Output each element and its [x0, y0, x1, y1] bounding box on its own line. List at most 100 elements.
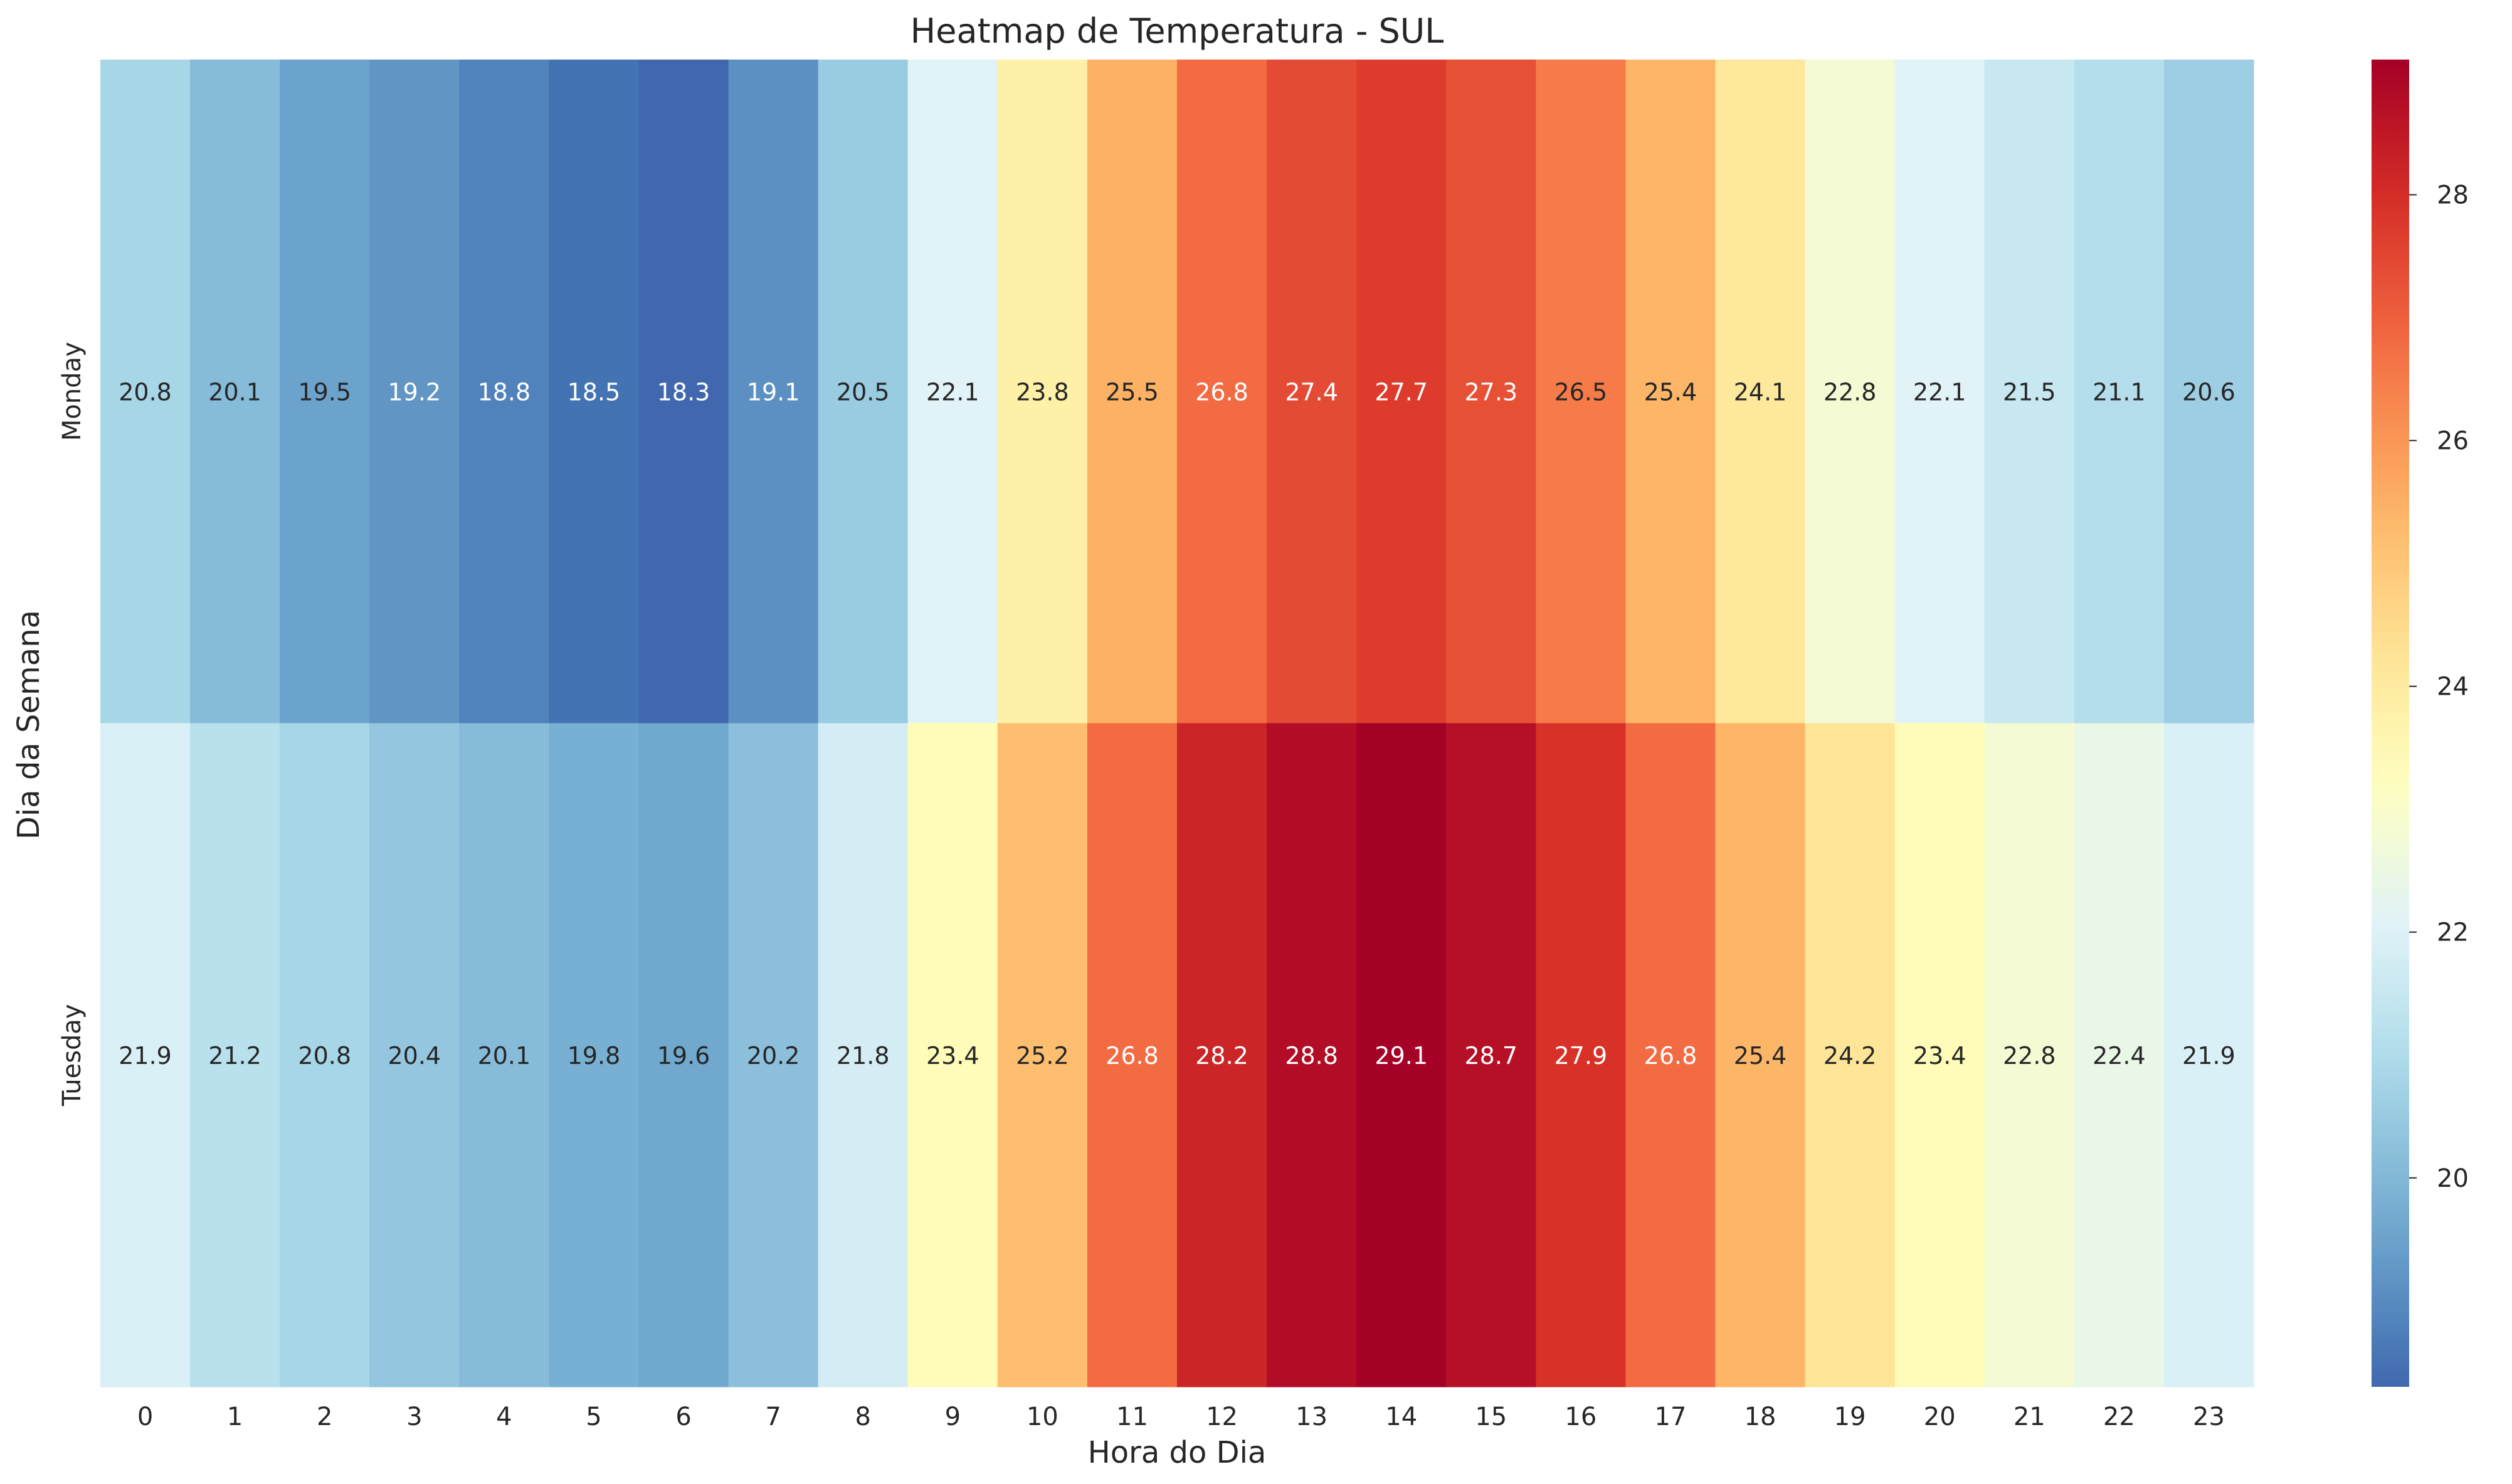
cell-value-label: 20.6	[2182, 378, 2235, 406]
cell-value-labels: 20.8 20.1 19.5 19.2 18.8 18.5 18.3 19.1 20.5 22.1…	[119, 378, 2235, 1070]
heatmap-cell	[997, 723, 1088, 1387]
heatmap-cell	[459, 723, 550, 1387]
x-tick-label: 13	[1296, 1402, 1327, 1431]
colorbar-tick-label: 24	[2437, 673, 2469, 702]
heatmap-cell	[1805, 723, 1896, 1387]
heatmap-cell	[100, 60, 191, 724]
x-tick-label: 16	[1565, 1402, 1596, 1431]
heatmap-cell	[907, 60, 998, 724]
heatmap-cell	[369, 60, 460, 724]
cell-value-label: 26.8	[1644, 1042, 1697, 1070]
heatmap-cell	[1984, 60, 2075, 724]
heatmap-cell	[1356, 60, 1447, 724]
colorbar: 20 22 24 26 28	[2372, 60, 2469, 1387]
heatmap-cell	[1536, 60, 1627, 724]
cell-value-label: 20.8	[298, 1042, 351, 1070]
cell-value-label: 27.9	[1554, 1042, 1608, 1070]
heatmap-cell	[1356, 723, 1447, 1387]
heatmap-cell	[100, 723, 191, 1387]
cell-value-label: 19.5	[298, 378, 351, 406]
heatmap-cell	[728, 723, 819, 1387]
cell-value-label: 19.6	[657, 1042, 710, 1070]
colorbar-gradient	[2372, 60, 2409, 1387]
chart-title: Heatmap de Temperatura - SUL	[910, 11, 1444, 51]
cell-value-label: 18.8	[478, 378, 531, 406]
cell-value-label: 19.2	[388, 378, 441, 406]
cell-value-label: 28.7	[1464, 1042, 1517, 1070]
heatmap-cell	[1087, 723, 1178, 1387]
x-tick-label: 15	[1475, 1402, 1507, 1431]
heatmap-cell	[190, 723, 280, 1387]
heatmap-cell	[549, 60, 640, 724]
heatmap-cell	[2163, 723, 2254, 1387]
x-tick-label: 7	[765, 1402, 781, 1431]
heatmap-cell	[2163, 60, 2254, 724]
cell-value-label: 23.8	[1016, 378, 1069, 406]
x-tick-label: 2	[317, 1402, 332, 1431]
heatmap-cell	[1536, 723, 1627, 1387]
cell-value-label: 25.4	[1734, 1042, 1787, 1070]
x-tick-label: 1	[227, 1402, 243, 1431]
heatmap-cell	[1177, 60, 1267, 724]
cell-value-label: 25.4	[1644, 378, 1697, 406]
cell-value-label: 20.4	[388, 1042, 441, 1070]
cell-value-label: 28.2	[1195, 1042, 1248, 1070]
cell-value-label: 23.4	[926, 1042, 979, 1070]
heatmap-cell	[1625, 60, 1716, 724]
x-tick-label: 5	[586, 1402, 601, 1431]
x-tick-label: 4	[496, 1402, 512, 1431]
cell-value-label: 27.4	[1285, 378, 1338, 406]
x-tick-label: 18	[1744, 1402, 1776, 1431]
heatmap-cells	[100, 60, 2254, 1387]
heatmap-cell	[2074, 723, 2165, 1387]
x-tick-label: 12	[1206, 1402, 1238, 1431]
y-tick-label: Monday	[58, 342, 87, 441]
cell-value-label: 22.1	[1913, 378, 1966, 406]
cell-value-label: 20.1	[208, 378, 261, 406]
cell-value-label: 21.9	[119, 1042, 172, 1070]
heatmap-cell	[1805, 60, 1896, 724]
y-axis-label: Dia da Semana	[11, 610, 46, 839]
cell-value-label: 20.5	[836, 378, 890, 406]
cell-value-label: 26.8	[1106, 1042, 1159, 1070]
colorbar-tick-label: 22	[2437, 918, 2469, 947]
heatmap-cell	[638, 723, 729, 1387]
x-tick-label: 19	[1834, 1402, 1866, 1431]
colorbar-tick-label: 26	[2437, 427, 2469, 456]
cell-value-label: 19.8	[567, 1042, 621, 1070]
heatmap-cell	[907, 723, 998, 1387]
cell-value-label: 20.1	[478, 1042, 531, 1070]
heatmap-cell	[280, 723, 370, 1387]
x-tick-label: 6	[675, 1402, 691, 1431]
cell-value-label: 24.1	[1734, 378, 1787, 406]
heatmap-cell	[1087, 60, 1178, 724]
cell-value-label: 21.1	[2092, 378, 2146, 406]
cell-value-label: 24.2	[1823, 1042, 1877, 1070]
cell-value-label: 25.5	[1106, 378, 1159, 406]
x-tick-label: 9	[945, 1402, 961, 1431]
heatmap-cell	[1625, 723, 1716, 1387]
cell-value-label: 22.8	[2003, 1042, 2056, 1070]
x-tick-label: 17	[1655, 1402, 1687, 1431]
heatmap-cell	[1267, 723, 1357, 1387]
cell-value-label: 23.4	[1913, 1042, 1966, 1070]
y-tick-label: Tuesday	[58, 1004, 87, 1107]
x-tick-label: 20	[1924, 1402, 1956, 1431]
x-tick-label: 22	[2103, 1402, 2135, 1431]
heatmap-cell	[1894, 60, 1985, 724]
cell-value-label: 20.2	[747, 1042, 800, 1070]
heatmap-cell	[549, 723, 640, 1387]
x-axis-ticks: 0 1 2 3 4 5 6 7 8 9 10 11 12 13 14 15 16 17 18 19 20 21 22 23	[137, 1402, 2225, 1431]
heatmap-cell	[369, 723, 460, 1387]
x-tick-label: 10	[1026, 1402, 1058, 1431]
x-tick-label: 11	[1116, 1402, 1148, 1431]
y-axis-ticks: Monday Tuesday	[58, 342, 87, 1107]
heatmap-cell	[638, 60, 729, 724]
heatmap-cell	[459, 60, 550, 724]
heatmap-cell	[1715, 723, 1806, 1387]
heatmap-cell	[1894, 723, 1985, 1387]
cell-value-label: 29.1	[1375, 1042, 1428, 1070]
heatmap-cell	[818, 723, 909, 1387]
cell-value-label: 22.8	[1823, 378, 1877, 406]
heatmap-cell	[190, 60, 280, 724]
